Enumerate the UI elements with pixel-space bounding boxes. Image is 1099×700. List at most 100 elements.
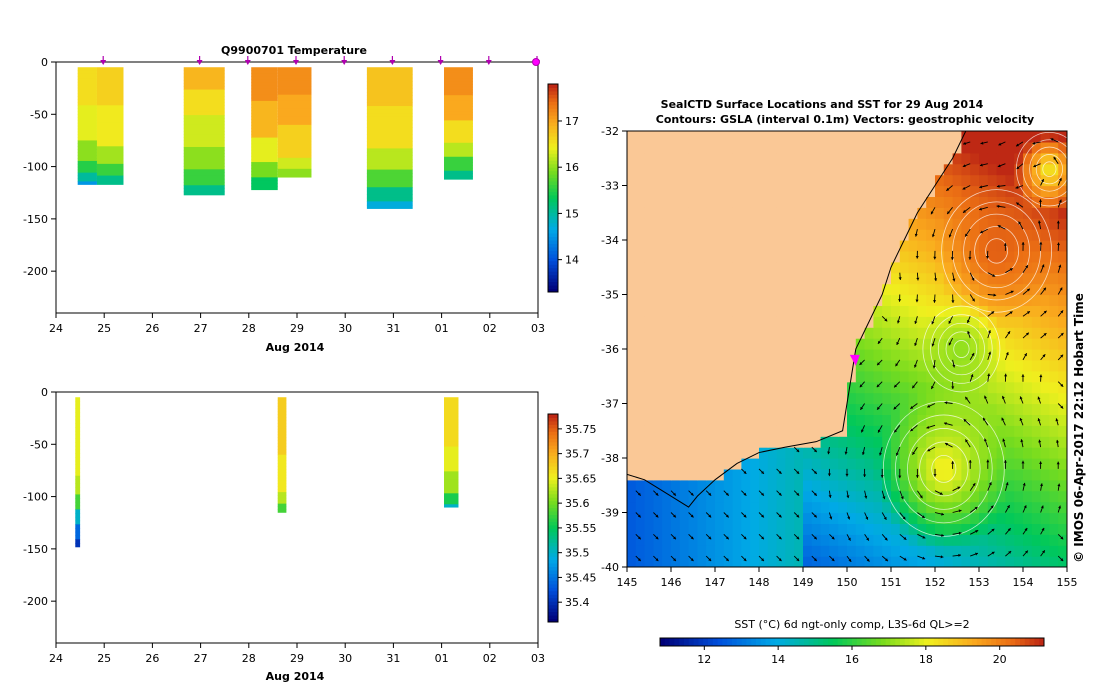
sst-cell bbox=[829, 468, 839, 481]
sst-cell bbox=[741, 250, 751, 263]
sst-cell bbox=[627, 436, 637, 448]
sst-cell bbox=[644, 185, 654, 197]
sst-cell bbox=[732, 272, 742, 285]
colorbar-cell bbox=[548, 146, 558, 151]
sst-cell bbox=[794, 131, 804, 143]
colorbar-cell bbox=[548, 511, 558, 516]
sst-cell bbox=[864, 218, 874, 230]
velocity-arrowhead bbox=[915, 256, 919, 259]
sst-cell bbox=[952, 338, 962, 350]
velocity-arrowhead bbox=[948, 342, 952, 346]
profile-cell bbox=[444, 81, 473, 85]
sst-cell bbox=[644, 490, 654, 503]
sst-cell bbox=[750, 174, 760, 187]
sst-cell bbox=[908, 261, 918, 274]
sst-cell bbox=[627, 381, 637, 394]
velocity-arrowhead bbox=[997, 164, 1001, 168]
sst-cell bbox=[838, 261, 848, 274]
sst-cell bbox=[750, 152, 760, 165]
sst-cell bbox=[979, 229, 989, 241]
sst-cell bbox=[811, 229, 822, 241]
profile-cell bbox=[366, 201, 413, 206]
sst-cell bbox=[776, 359, 786, 372]
sst-cell bbox=[1014, 512, 1024, 524]
profile-cell bbox=[444, 399, 459, 404]
sst-cell bbox=[803, 425, 813, 437]
sst-cell bbox=[635, 250, 646, 263]
sst-cell bbox=[794, 545, 804, 557]
sst-cell bbox=[697, 468, 707, 481]
sst-cell bbox=[917, 229, 927, 241]
sst-cell bbox=[715, 305, 725, 317]
sst-cell bbox=[996, 425, 1006, 437]
velocity-arrowhead bbox=[761, 514, 764, 518]
sst-cell bbox=[732, 174, 742, 187]
sst-cell bbox=[943, 283, 954, 296]
sst-cell bbox=[1049, 229, 1059, 241]
sst-cell bbox=[891, 240, 901, 252]
sst-cell bbox=[644, 163, 654, 176]
sst-cell bbox=[873, 240, 883, 252]
sst-cell bbox=[715, 534, 725, 546]
sst-cell bbox=[723, 349, 734, 361]
profile-cell bbox=[277, 495, 287, 499]
sst-cell bbox=[803, 359, 813, 372]
colorbar-cell bbox=[548, 125, 558, 130]
profile-cell bbox=[366, 88, 413, 93]
velocity-arrowhead bbox=[991, 311, 995, 315]
profile-cell bbox=[444, 463, 459, 467]
sst-cell bbox=[899, 185, 910, 197]
profile-cell bbox=[77, 131, 97, 136]
velocity-arrowhead bbox=[963, 419, 967, 422]
velocity-arrowhead bbox=[939, 492, 943, 495]
velocity-arrowhead bbox=[932, 365, 936, 369]
sst-cell bbox=[908, 163, 918, 176]
sst-cell bbox=[1040, 370, 1050, 383]
profile-cell bbox=[444, 479, 459, 483]
sst-cell bbox=[917, 261, 927, 274]
sst-cell bbox=[1040, 163, 1050, 176]
profile-cell bbox=[251, 88, 278, 93]
sst-cell bbox=[987, 174, 998, 187]
sst-cell bbox=[943, 218, 954, 230]
sst-cell bbox=[979, 359, 989, 372]
sst-cell bbox=[785, 218, 795, 230]
profile-cell bbox=[96, 84, 124, 89]
sst-cell bbox=[697, 501, 707, 514]
sst-cell bbox=[820, 425, 830, 437]
sst-cell bbox=[803, 196, 813, 208]
sst-cell bbox=[979, 447, 989, 459]
profile-cell bbox=[277, 434, 287, 438]
sst-cell bbox=[829, 370, 839, 383]
velocity-arrowhead bbox=[778, 536, 782, 540]
sst-cell bbox=[891, 403, 901, 415]
profile-cell bbox=[444, 438, 459, 442]
sst-cell bbox=[803, 305, 813, 317]
colorbar-cell bbox=[698, 638, 704, 646]
profile-cell bbox=[77, 172, 97, 177]
sst-cell bbox=[952, 218, 962, 230]
sst-cell bbox=[882, 131, 892, 143]
velocity-arrowhead bbox=[910, 405, 914, 409]
sst-cell bbox=[926, 229, 936, 241]
profile-column bbox=[75, 397, 81, 548]
profile-cell bbox=[75, 397, 81, 402]
sst-cell bbox=[935, 523, 945, 535]
sst-cell bbox=[644, 305, 654, 317]
sst-cell bbox=[1067, 153, 1076, 165]
sst-cell bbox=[1014, 338, 1024, 350]
velocity-arrowhead bbox=[922, 535, 926, 539]
sst-cell bbox=[653, 458, 663, 470]
profile-cell bbox=[444, 474, 459, 478]
profile-cell bbox=[75, 400, 81, 406]
colorbar-cell bbox=[909, 638, 915, 646]
sst-cell bbox=[820, 534, 830, 546]
colorbar-cell bbox=[548, 267, 558, 272]
sst-cell bbox=[943, 479, 954, 492]
sst-cell bbox=[697, 327, 707, 339]
sst-cell bbox=[627, 359, 637, 372]
sst-cell bbox=[829, 338, 839, 350]
sst-cell bbox=[829, 152, 839, 165]
velocity-arrowhead bbox=[761, 470, 764, 474]
colorbar-frame bbox=[547, 413, 559, 623]
